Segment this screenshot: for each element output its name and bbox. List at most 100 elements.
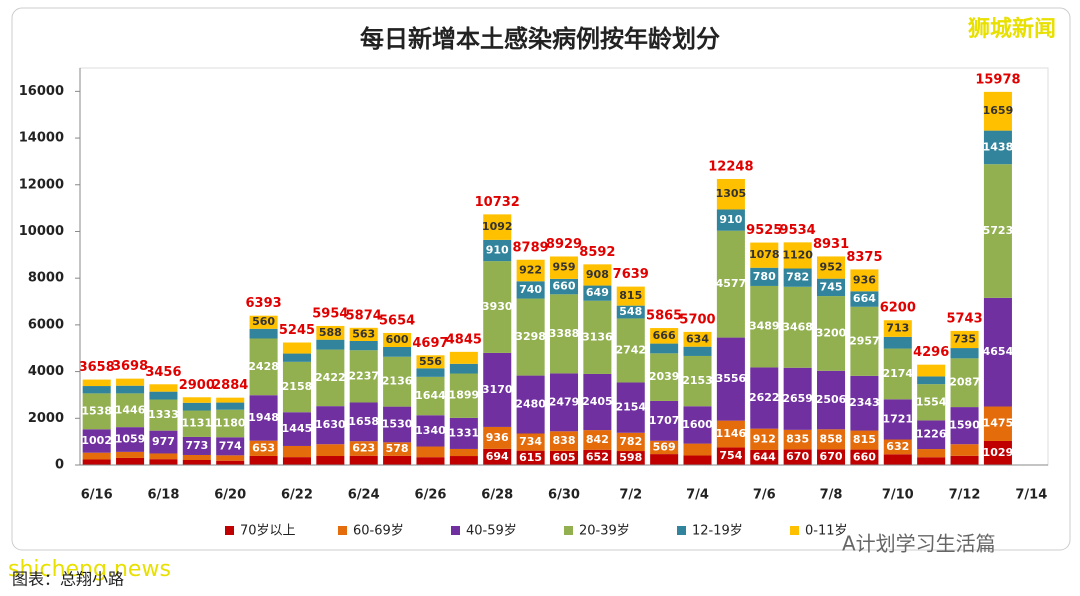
value-label: 2480 — [515, 398, 546, 411]
value-label: 842 — [586, 433, 609, 446]
total-label: 5874 — [346, 308, 382, 323]
bar-segment — [116, 427, 145, 452]
value-label: 652 — [586, 450, 609, 463]
bar-segment — [216, 437, 245, 456]
bar-segment — [817, 370, 846, 430]
bar-segment — [683, 355, 712, 407]
bar-segment — [549, 450, 579, 465]
total-label: 5245 — [279, 323, 315, 338]
value-label: 908 — [586, 268, 609, 281]
bar-segment — [983, 297, 1012, 407]
bar-segment — [750, 449, 779, 465]
bar-segment — [716, 209, 745, 231]
bar-segment — [182, 397, 211, 403]
value-label: 548 — [619, 305, 642, 318]
total-label: 8592 — [579, 245, 615, 260]
bar-segment — [282, 353, 311, 362]
value-label: 735 — [953, 332, 976, 345]
bar-segment — [416, 368, 445, 377]
bar-segment — [149, 384, 178, 392]
value-label: 754 — [719, 449, 742, 462]
y-tick-label: 10000 — [19, 224, 64, 239]
bar-segment — [716, 420, 745, 448]
y-tick-label: 0 — [55, 458, 64, 473]
value-label: 1554 — [916, 395, 947, 408]
bar-segment — [182, 460, 211, 465]
bar-segment — [182, 402, 211, 411]
bar-segment — [316, 339, 345, 350]
value-label: 1899 — [449, 389, 480, 402]
bar-segment — [883, 454, 912, 465]
value-label: 2506 — [816, 393, 847, 406]
bar-segment — [583, 430, 612, 450]
y-tick-label: 16000 — [19, 84, 64, 99]
total-label: 7639 — [613, 267, 649, 282]
bar-segment — [349, 455, 378, 465]
bar-segment — [817, 296, 846, 371]
value-label: 623 — [352, 441, 375, 454]
bar-segment — [950, 348, 979, 359]
value-label: 653 — [252, 441, 275, 454]
chart-title: 每日新增本土感染病例按年龄划分 — [360, 25, 720, 53]
bar-segment — [783, 242, 812, 269]
bar-segment — [216, 460, 245, 465]
value-label: 2039 — [649, 370, 680, 383]
value-label: 2405 — [582, 395, 613, 408]
value-label: 632 — [886, 440, 909, 453]
total-label: 2900 — [179, 378, 215, 393]
value-label: 1146 — [716, 427, 747, 440]
bar-segment — [950, 358, 979, 408]
value-label: 3298 — [515, 330, 546, 343]
bar-segment — [82, 459, 111, 465]
bar-segment — [483, 214, 512, 240]
total-label: 6200 — [880, 301, 916, 316]
bar-segment — [116, 393, 145, 428]
value-label: 1438 — [983, 140, 1014, 153]
value-label: 556 — [419, 355, 442, 368]
total-label: 5654 — [379, 313, 415, 328]
bar-segment — [383, 346, 412, 357]
bar-segment — [583, 449, 612, 465]
watermark: 狮城新闻 — [968, 16, 1056, 42]
bar-segment — [616, 286, 645, 306]
value-label: 936 — [853, 273, 876, 286]
bar-segment — [516, 298, 545, 376]
bar-segment — [883, 439, 912, 455]
bar-segment — [850, 291, 879, 307]
bar-segment — [683, 346, 712, 356]
legend-swatch — [338, 526, 347, 535]
value-label: 815 — [853, 433, 876, 446]
value-label: 734 — [519, 435, 542, 448]
value-label: 1538 — [81, 404, 112, 417]
bar-segment — [216, 455, 245, 461]
value-label: 3556 — [716, 372, 747, 385]
value-label: 2153 — [682, 374, 713, 387]
bar-segment — [249, 455, 278, 465]
bar-segment — [349, 441, 378, 456]
bar-segment — [116, 451, 145, 458]
value-label: 660 — [853, 450, 876, 463]
source: 图表：总翔小路 — [12, 570, 124, 589]
bar-segment — [650, 454, 679, 465]
value-label: 4577 — [716, 277, 747, 290]
value-label: 1446 — [115, 403, 146, 416]
bar-segment — [249, 440, 278, 456]
bar-segment — [549, 294, 579, 374]
total-label: 3658 — [79, 360, 115, 375]
value-label: 1475 — [983, 417, 1014, 430]
bar-segment — [216, 397, 245, 403]
bar-segment — [917, 457, 946, 465]
bar-segment — [750, 267, 779, 286]
bar-segment — [950, 330, 979, 349]
bar-segment — [249, 395, 278, 441]
bar-segment — [583, 300, 612, 374]
bar-segment — [850, 375, 879, 431]
legend-swatch — [225, 526, 234, 535]
bar-segment — [282, 412, 311, 446]
bar-segment — [549, 278, 579, 295]
total-label: 9525 — [746, 223, 782, 238]
value-label: 1340 — [415, 424, 446, 437]
bar-segment — [449, 448, 478, 457]
bar-segment — [483, 448, 512, 465]
